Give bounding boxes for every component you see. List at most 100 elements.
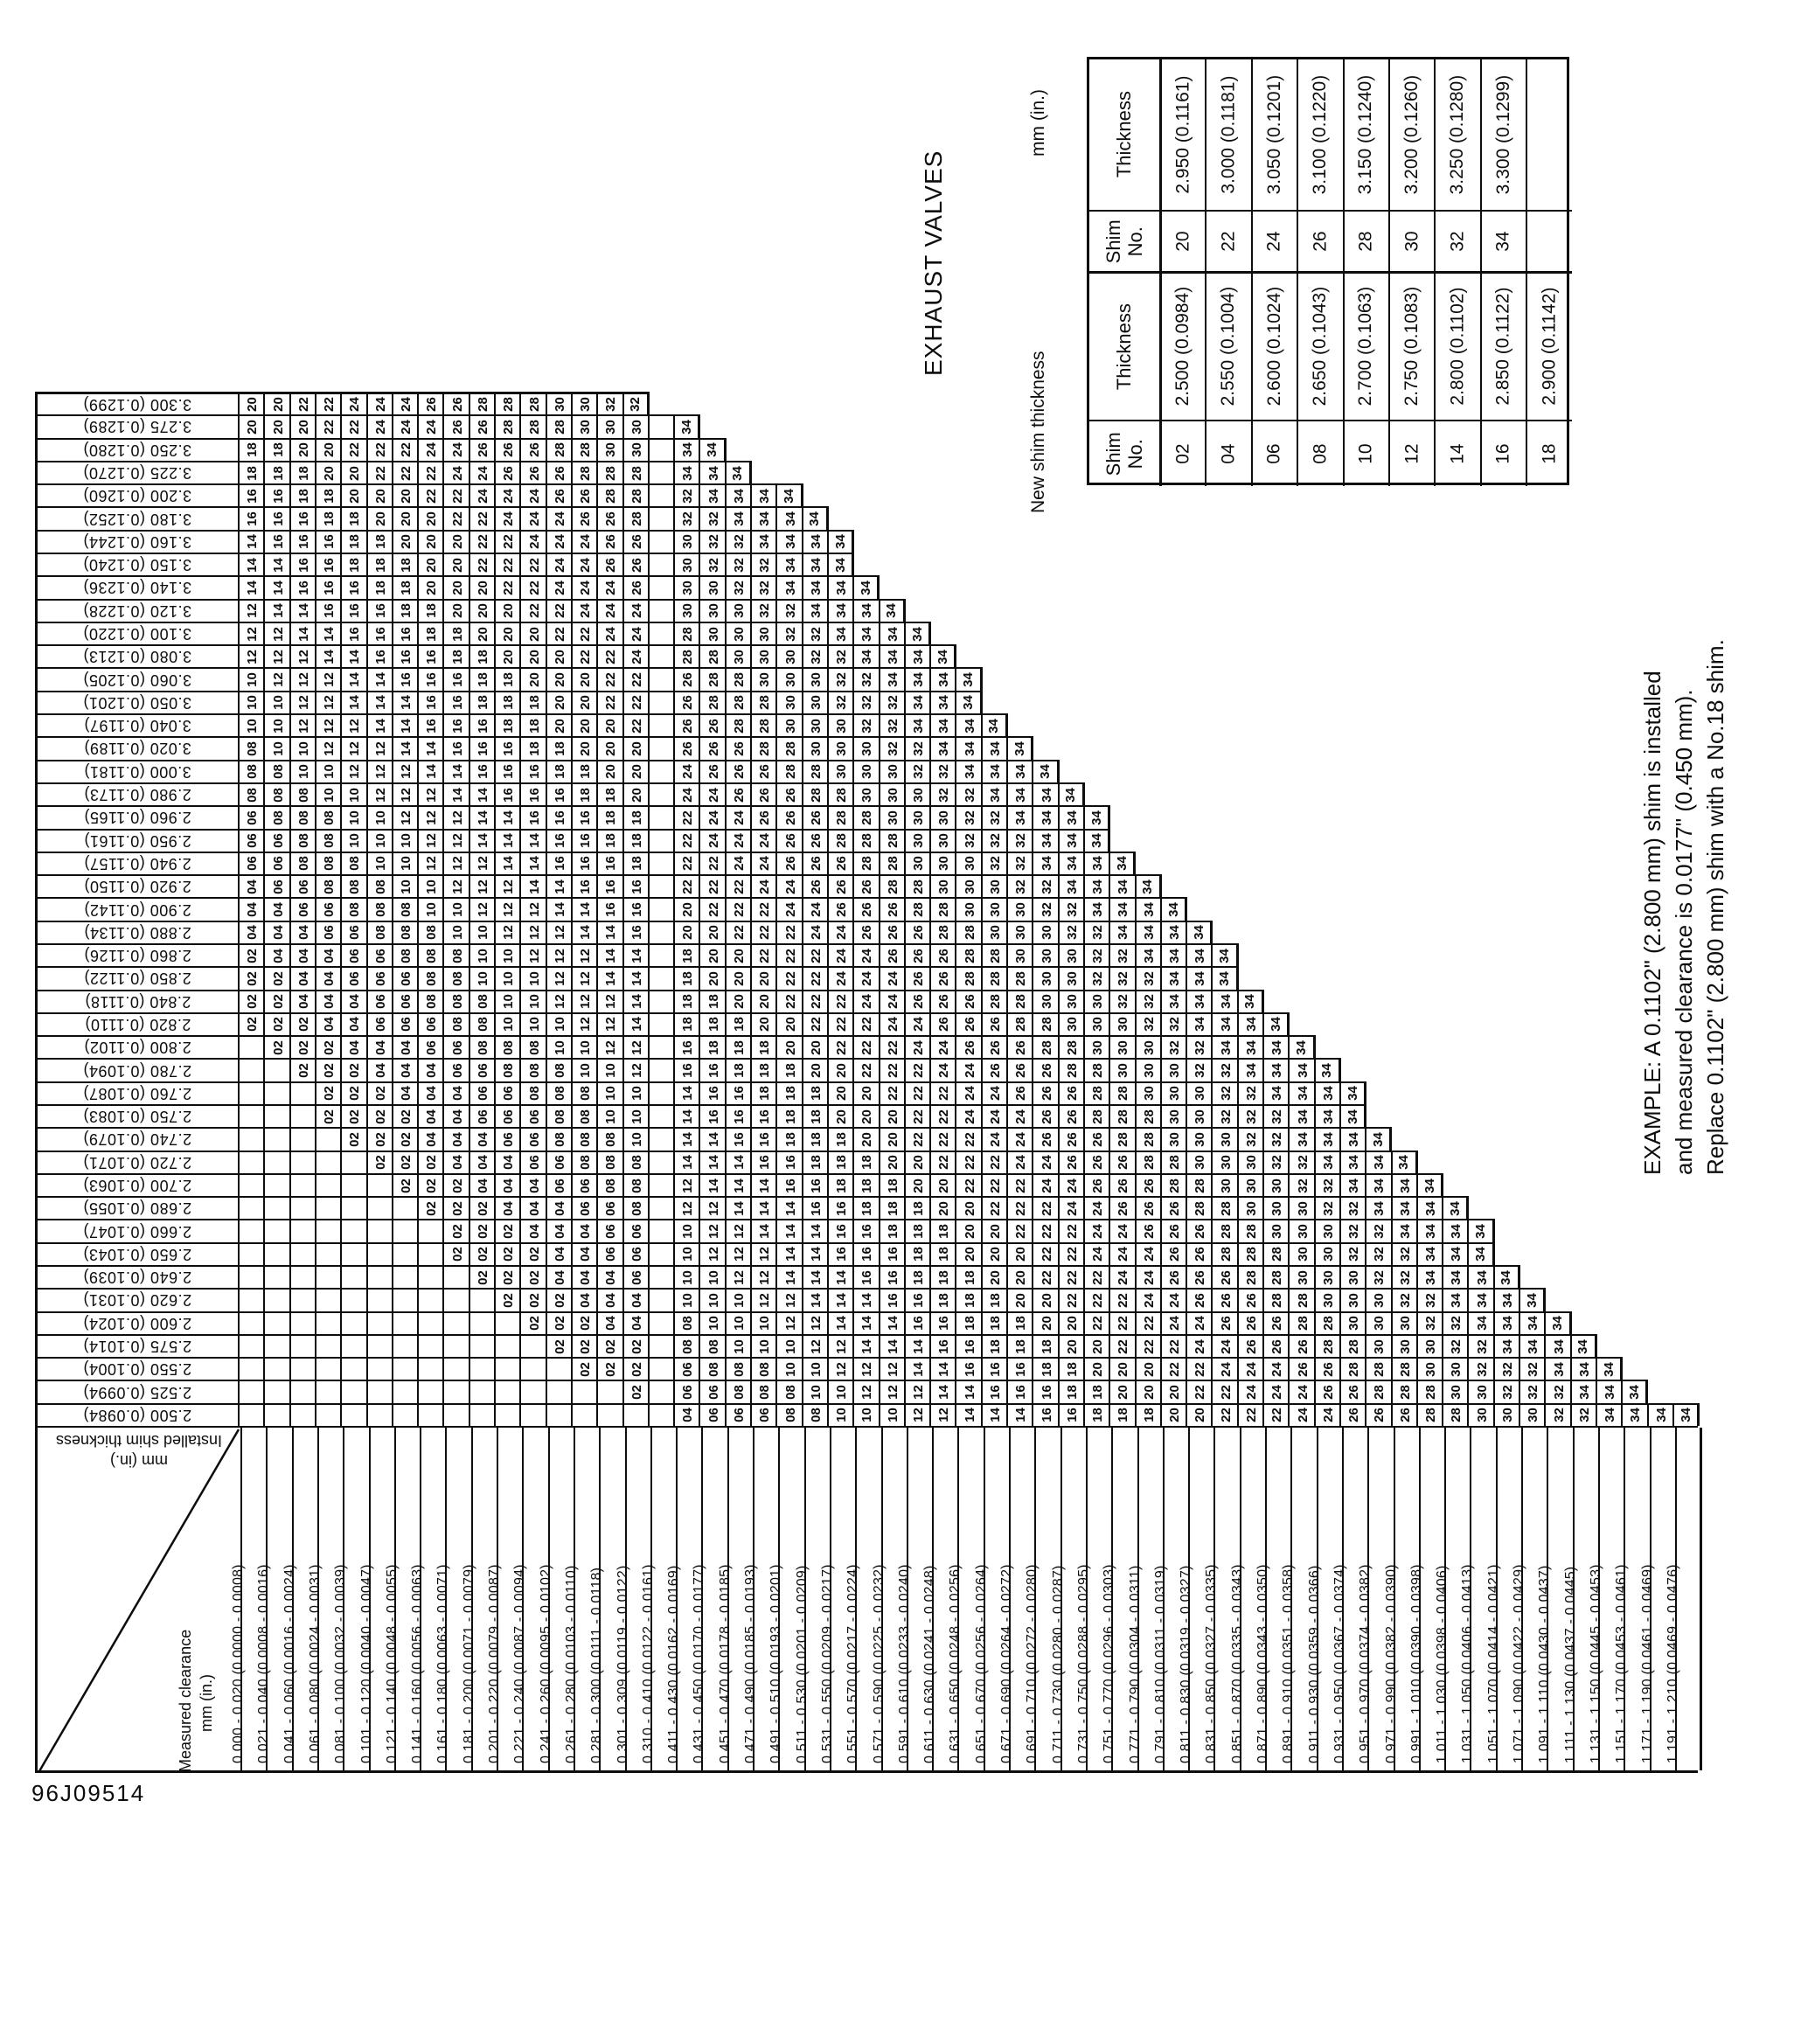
matrix-cell [289,1150,316,1173]
matrix-cell: 14 [929,1380,957,1403]
matrix-cell-value: 32 [962,787,977,803]
matrix-cell: 32 [1134,1012,1162,1036]
matrix-cell: 12 [417,851,445,875]
matrix-cell-value: 26 [526,442,542,458]
matrix-cell-value: 16 [245,488,261,504]
matrix-cell-value: 04 [424,1109,440,1124]
row-label-text: 3.275 (0.1289) [83,418,192,436]
matrix-cell: 16 [724,1103,752,1128]
shim-thickness-cell-text: 2.800 (0.1102) [1447,287,1468,407]
matrix-cell: 30 [673,575,701,599]
matrix-cell-value: 28 [962,925,977,941]
matrix-cell: 02 [442,1219,470,1242]
clearance-column-cell: 0.201 - 0.220 (0.0079 - 0.0087) [487,1428,524,1770]
matrix-cell: 34 [775,529,803,553]
matrix-cell: 34 [801,529,829,553]
matrix-cell: 26 [1186,1288,1213,1311]
matrix-cell-value: 22 [1269,1408,1285,1423]
matrix-cell: 14 [852,1288,880,1311]
matrix-cell: 34 [1415,1265,1444,1289]
clearance-column-cell: 0.811 - 0.830 (0.0319 - 0.0327) [1179,1428,1215,1770]
shim-thickness-cell-text: 3.000 (0.1181) [1218,75,1239,194]
matrix-cell: 16 [417,644,445,668]
matrix-cell: 10 [826,1380,855,1403]
matrix-cell-value: 24 [1090,1247,1106,1262]
matrix-cell-value: 34 [885,626,900,642]
matrix-cell: 12 [442,874,470,898]
matrix-cell: 34 [1109,920,1137,943]
matrix-cell: 10 [494,942,522,967]
matrix-cell-value: 26 [1346,1408,1362,1423]
matrix-cell: 16 [570,874,599,898]
shim-thickness-cell: 3.200 (0.1260) [1388,59,1434,210]
matrix-cell-value: 26 [629,534,644,550]
matrix-cell-value: 02 [578,1361,594,1377]
matrix-cell: 12 [417,828,445,852]
matrix-cell: 20 [1082,1333,1111,1358]
matrix-cell-value: 16 [757,1109,773,1124]
matrix-cell-value: 06 [245,833,261,848]
matrix-cell-value: 26 [1013,1039,1029,1055]
shim-no-header: Shim No. [1089,420,1159,486]
matrix-cell-value: 30 [1346,1269,1362,1285]
matrix-cell: 30 [1134,1081,1162,1104]
matrix-cell-value: 10 [885,1408,900,1423]
matrix-cell-value: 30 [1372,1293,1387,1308]
matrix-cell: 06 [442,1035,470,1059]
matrix-cell-value: 34 [1499,1269,1514,1285]
matrix-cell-value: 34 [1346,1155,1362,1171]
matrix-cell: 34 [1365,1150,1393,1173]
matrix-cell-value: 34 [1268,1017,1283,1032]
matrix-cell-value: 30 [629,420,644,435]
matrix-cell-value: 02 [322,1109,337,1124]
matrix-cell: 26 [1032,1103,1060,1128]
matrix-cell: 20 [468,621,496,645]
matrix-cell-value: 20 [475,581,490,595]
matrix-cell-value: 06 [526,1155,542,1171]
matrix-cell-value: 22 [1218,1385,1234,1400]
matrix-cell-value: 28 [1090,1063,1106,1078]
matrix-cell: 34 [1082,805,1111,829]
matrix-cell: 30 [1288,1265,1316,1289]
clearance-column-cell: 0.451 - 0.470 (0.0178 - 0.0185) [718,1428,754,1770]
matrix-cell-value: 02 [398,1155,414,1171]
matrix-cell: 02 [570,1311,599,1334]
matrix-cell-value: 06 [347,971,363,986]
row-label-text: 2.780 (0.1094) [83,1061,192,1080]
matrix-cell: 24 [1159,1288,1188,1311]
matrix-cell-value: 10 [629,1109,644,1124]
matrix-cell-value: 20 [578,672,594,687]
matrix-cell-value: 34 [1166,925,1182,941]
matrix-cell [365,1219,393,1242]
matrix-cell: 32 [826,644,855,668]
matrix-cell-value: 06 [501,1109,517,1124]
matrix-cell: 32 [852,713,880,737]
matrix-cell: 18 [596,805,624,829]
matrix-cell: 06 [391,966,420,990]
matrix-cell-value: 20 [449,534,465,550]
matrix-cell-value: 16 [808,1178,824,1193]
clearance-range-label: 0.811 - 0.830 (0.0319 - 0.0327) [1179,1565,1194,1763]
matrix-cell: 18 [929,1288,957,1311]
clearance-header-band: mm (in.) Installed shim thickness Measur… [35,1426,1703,1773]
matrix-cell-value: 10 [526,971,542,986]
matrix-cell-value: 10 [706,1269,721,1285]
matrix-cell [647,529,676,553]
clearance-range-label: 0.691 - 0.710 (0.0272 - 0.0280) [1025,1564,1040,1763]
matrix-cell-value: 22 [782,925,798,941]
matrix-cell: 16 [622,920,650,943]
matrix-cell-value: 30 [910,787,926,803]
matrix-cell-value: 32 [1269,1132,1285,1147]
clearance-column-cell: 0.411 - 0.430 (0.0162 - 0.0169) [666,1428,703,1770]
matrix-cell-value: 18 [1064,1361,1080,1377]
matrix-cell: 28 [1082,1103,1111,1128]
matrix-cell: 28 [724,690,752,714]
matrix-cell: 18 [340,553,368,576]
matrix-cell-value: 30 [1243,1155,1259,1171]
matrix-cell: 16 [494,782,522,806]
matrix-cell: 22 [1006,1196,1034,1220]
matrix-cell: 10 [289,736,316,760]
matrix-cell-value: 30 [834,741,850,756]
matrix-cell-value: 14 [398,741,414,756]
matrix-cell-value: 12 [731,1247,747,1262]
